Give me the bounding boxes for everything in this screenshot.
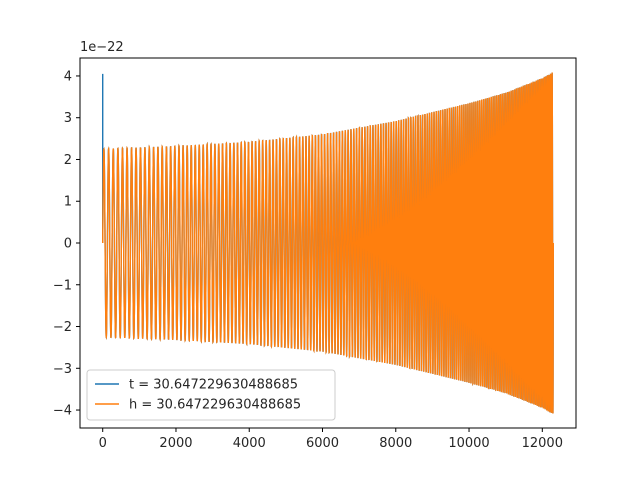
legend-box xyxy=(86,369,336,421)
x-tick-label: 10000 xyxy=(448,436,489,451)
x-axis: 0 2000 4000 6000 8000 10000 12000 xyxy=(99,428,563,451)
y-axis: −4 −3 −2 −1 0 1 2 3 4 xyxy=(53,69,80,419)
x-tick-label: 12000 xyxy=(522,436,563,451)
y-tick-label: 1 xyxy=(64,195,72,210)
x-tick-label: 4000 xyxy=(233,436,266,451)
x-tick-label: 2000 xyxy=(159,436,192,451)
x-tick-label: 0 xyxy=(99,436,107,451)
legend: t = 30.647229630488685 h = 30.64722963048… xyxy=(86,369,336,421)
y-tick-label: −4 xyxy=(53,404,72,419)
y-tick-label: 4 xyxy=(64,69,72,84)
y-tick-label: −3 xyxy=(53,362,72,377)
y-tick-label: −1 xyxy=(53,278,72,293)
y-tick-label: −2 xyxy=(53,320,72,335)
x-tick-label: 8000 xyxy=(379,436,412,451)
x-tick-label: 6000 xyxy=(306,436,339,451)
legend-label: t = 30.647229630488685 xyxy=(129,378,298,393)
y-tick-label: 3 xyxy=(64,111,72,126)
y-scale-label: 1e−22 xyxy=(80,40,124,55)
legend-label: h = 30.647229630488685 xyxy=(129,398,301,413)
y-tick-label: 2 xyxy=(64,153,72,168)
series-line-h xyxy=(102,72,554,414)
y-tick-label: 0 xyxy=(64,237,72,252)
